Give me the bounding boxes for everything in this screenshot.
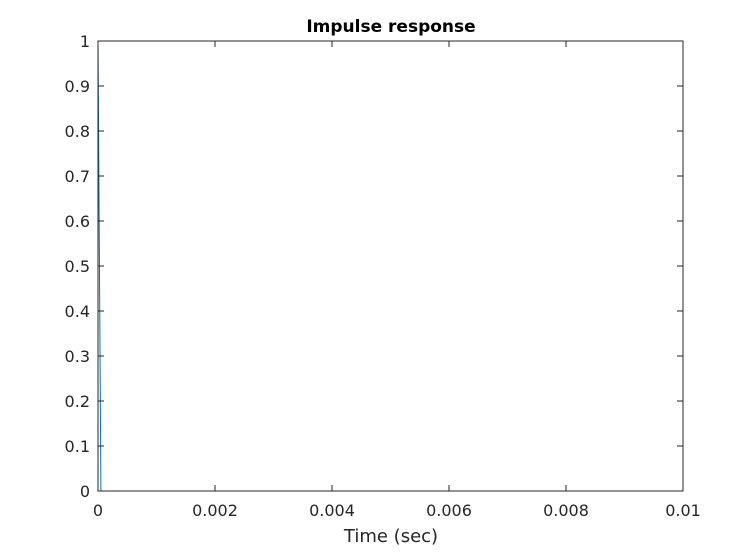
chart-title: Impulse response [306, 17, 475, 37]
x-tick-label: 0 [93, 501, 103, 520]
x-tick-label: 0.01 [665, 501, 701, 520]
y-tick-label: 0.3 [65, 347, 90, 366]
x-tick-label: 0.002 [192, 501, 238, 520]
plot-area [98, 41, 683, 491]
y-tick-label: 0.9 [65, 77, 90, 96]
x-axis-label: Time (sec) [343, 526, 438, 547]
x-tick-label: 0.006 [426, 501, 472, 520]
ticks-layer: 0 0.002 0.004 0.006 0.008 0.01 0 0.1 0.2 0.3 0.4 0.… [65, 32, 701, 520]
y-tick-label: 0.4 [65, 302, 90, 321]
y-tick-label: 0.7 [65, 167, 90, 186]
x-tick-label: 0.008 [543, 501, 589, 520]
y-tick-label: 0.2 [65, 392, 90, 411]
y-tick-label: 0.8 [65, 122, 90, 141]
y-tick-label: 0.6 [65, 212, 90, 231]
y-tick-label: 0 [80, 482, 90, 501]
y-tick-label: 0.5 [65, 257, 90, 276]
y-tick-label: 1 [80, 32, 90, 51]
x-tick-label: 0.004 [309, 501, 355, 520]
y-tick-label: 0.1 [65, 437, 90, 456]
